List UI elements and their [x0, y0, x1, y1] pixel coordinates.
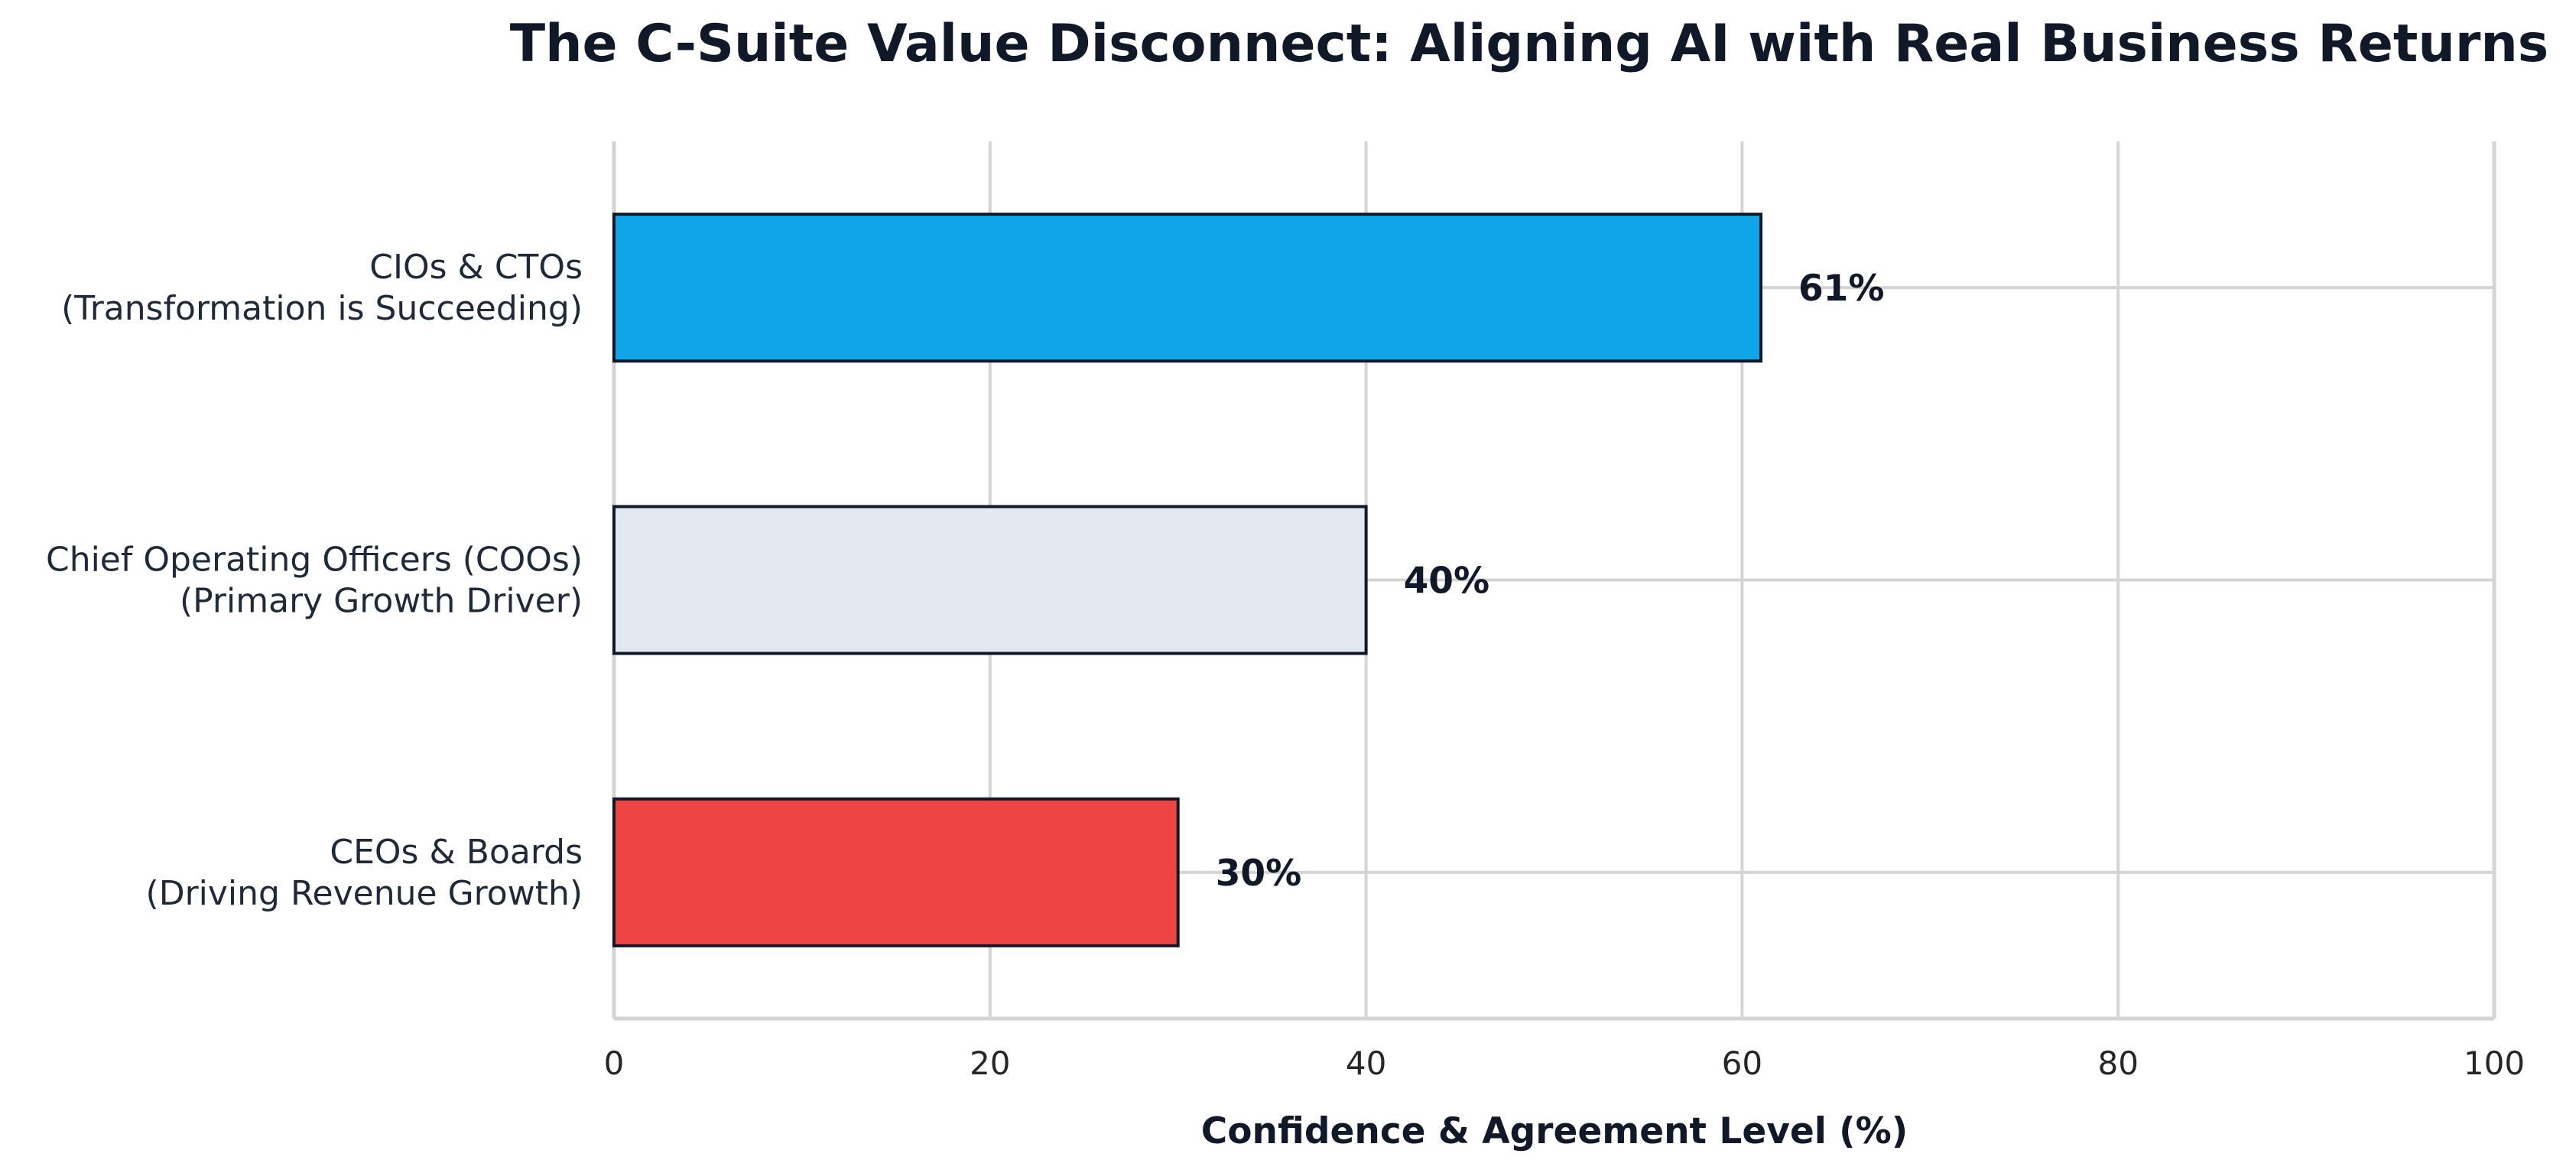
x-tick-label: 80: [2097, 1045, 2138, 1082]
bar-value-label: 40%: [1404, 561, 1490, 603]
x-tick-label: 40: [1346, 1045, 1386, 1082]
category-label-line: (Driving Revenue Growth): [146, 874, 583, 913]
bar-value-label: 30%: [1216, 853, 1302, 895]
x-tick-label: 0: [604, 1045, 625, 1082]
chart-title: The C-Suite Value Disconnect: Aligning A…: [510, 14, 2549, 74]
category-label-line: Chief Operating Officers (COOs): [46, 541, 583, 580]
category-label: CEOs & Boards(Driving Revenue Growth): [146, 833, 583, 913]
x-tick-label: 100: [2464, 1045, 2525, 1082]
category-label: Chief Operating Officers (COOs)(Primary …: [46, 541, 583, 621]
bar-value-label: 61%: [1798, 268, 1885, 310]
bars: 61% 40% 30%: [612, 213, 1885, 947]
category-labels: CIOs & CTOs(Transformation is Succeeding…: [46, 248, 583, 913]
category-label-line: (Primary Growth Driver): [180, 582, 583, 621]
bar: [612, 505, 1368, 655]
category-label-line: CEOs & Boards: [330, 833, 583, 872]
x-axis-title: Confidence & Agreement Level (%): [1201, 1110, 1908, 1152]
x-tick-labels: 0 20 40 60 80 100: [604, 1045, 2525, 1082]
bar: [612, 213, 1762, 363]
x-tick-label: 60: [1722, 1045, 1762, 1082]
category-label-line: (Transformation is Succeeding): [61, 289, 583, 328]
category-label: CIOs & CTOs(Transformation is Succeeding…: [61, 248, 583, 328]
category-label-line: CIOs & CTOs: [369, 248, 583, 287]
x-tick-label: 20: [970, 1045, 1010, 1082]
bar: [612, 797, 1180, 947]
